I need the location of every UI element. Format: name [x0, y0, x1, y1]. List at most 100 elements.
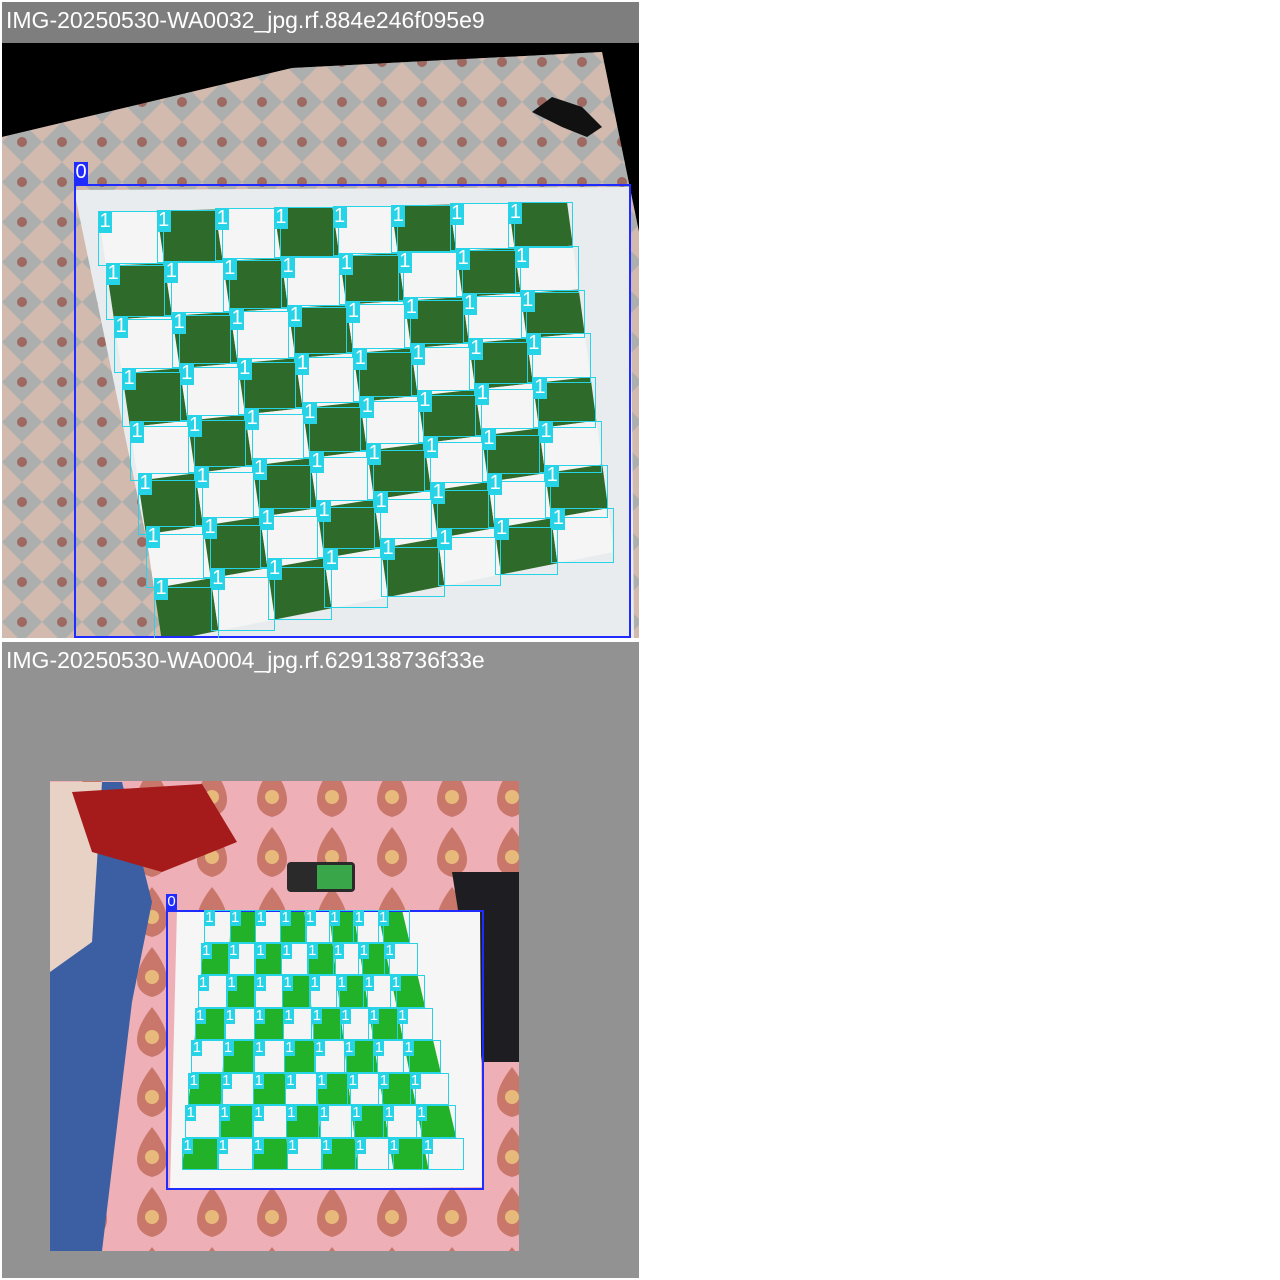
- board-square: [138, 473, 204, 535]
- square-bounding-box: [545, 464, 609, 519]
- square-bounding-box: [367, 443, 432, 500]
- square-class-label: 1: [191, 1039, 203, 1056]
- square-class-label: 1: [220, 1071, 232, 1089]
- board-square: [539, 420, 603, 474]
- board-square: [267, 558, 332, 620]
- square-bounding-box: [360, 395, 425, 451]
- board-square: [417, 389, 482, 444]
- square-class-label: 1: [508, 201, 523, 224]
- square-class-label: 1: [253, 1039, 265, 1056]
- board-square: [179, 363, 246, 421]
- square-bounding-box: [224, 1007, 255, 1040]
- square-class-label: 1: [409, 1071, 421, 1089]
- square-bounding-box: [353, 348, 418, 402]
- square-class-label: 1: [280, 909, 292, 926]
- square-class-label: 1: [226, 974, 238, 991]
- square-bounding-box: [203, 910, 232, 943]
- square-class-label: 1: [187, 413, 202, 437]
- square-bounding-box: [378, 1072, 416, 1105]
- square-bounding-box: [332, 205, 398, 256]
- square-class-label: 1: [551, 507, 566, 531]
- board-square: [172, 312, 238, 369]
- square-bounding-box: [302, 402, 368, 459]
- square-bounding-box: [403, 1040, 441, 1073]
- square-class-label: 1: [373, 1039, 385, 1056]
- square-class-label: 1: [437, 527, 452, 551]
- square-bounding-box: [230, 308, 296, 364]
- square-bounding-box: [417, 389, 482, 444]
- board-square: [324, 548, 388, 609]
- board-square: [494, 518, 558, 575]
- photo-chessboard-2: [50, 781, 519, 1251]
- square-class-label: 1: [336, 974, 348, 991]
- square-bounding-box: [164, 260, 231, 316]
- square-class-label: 1: [368, 1006, 380, 1024]
- square-bounding-box: [354, 1137, 394, 1170]
- square-bounding-box: [374, 490, 438, 549]
- board-square: [252, 458, 318, 517]
- board-square: [222, 258, 289, 312]
- square-bounding-box: [456, 248, 521, 297]
- square-class-label: 1: [415, 1104, 427, 1121]
- square-class-label: 1: [295, 352, 310, 376]
- board-class-label: 0: [74, 161, 88, 184]
- square-bounding-box: [182, 1137, 220, 1170]
- board-square: [156, 209, 223, 264]
- square-bounding-box: [373, 1040, 410, 1073]
- square-bounding-box: [328, 910, 359, 943]
- square-class-label: 1: [354, 1136, 366, 1154]
- square-bounding-box: [217, 1137, 253, 1170]
- board-square: [367, 443, 432, 500]
- square-class-label: 1: [360, 394, 375, 418]
- square-class-label: 1: [98, 209, 112, 233]
- square-bounding-box: [494, 518, 558, 575]
- square-bounding-box: [197, 975, 228, 1008]
- square-class-label: 1: [332, 204, 347, 228]
- board-square: [106, 263, 173, 320]
- square-bounding-box: [146, 525, 211, 589]
- square-bounding-box: [130, 420, 196, 481]
- square-class-label: 1: [267, 557, 282, 581]
- square-class-label: 1: [309, 974, 321, 991]
- board-square: [508, 202, 573, 249]
- square-class-label: 1: [200, 941, 212, 959]
- square-bounding-box: [384, 942, 418, 975]
- square-bounding-box: [245, 408, 310, 466]
- square-bounding-box: [468, 338, 533, 390]
- square-class-label: 1: [431, 481, 446, 504]
- square-bounding-box: [286, 1137, 323, 1170]
- board-square: [295, 353, 361, 409]
- board-square: [481, 428, 546, 482]
- square-bounding-box: [267, 558, 332, 620]
- square-bounding-box: [282, 975, 312, 1008]
- square-class-label: 1: [317, 498, 332, 522]
- board-square: [353, 348, 418, 402]
- square-bounding-box: [350, 1105, 389, 1138]
- square-bounding-box: [191, 1040, 225, 1073]
- square-bounding-box: [222, 1040, 255, 1073]
- square-class-label: 1: [281, 941, 293, 959]
- square-bounding-box: [280, 910, 307, 943]
- square-class-label: 1: [449, 202, 464, 226]
- square-class-label: 1: [254, 941, 266, 959]
- square-class-label: 1: [378, 1071, 390, 1089]
- square-class-label: 1: [203, 516, 218, 539]
- square-bounding-box: [514, 245, 579, 294]
- image-filename: IMG-20250530-WA0004_jpg.rf.629138736f33e: [6, 647, 485, 673]
- square-bounding-box: [138, 473, 204, 535]
- square-class-label: 1: [424, 434, 439, 458]
- board-square: [273, 207, 340, 259]
- square-bounding-box: [381, 538, 445, 597]
- square-bounding-box: [475, 383, 540, 436]
- square-class-label: 1: [285, 1104, 297, 1121]
- square-class-label: 1: [306, 941, 318, 959]
- square-class-label: 1: [346, 299, 361, 323]
- square-class-label: 1: [488, 472, 503, 496]
- board-square: [215, 208, 282, 261]
- square-class-label: 1: [539, 419, 554, 443]
- square-class-label: 1: [532, 376, 547, 399]
- square-class-label: 1: [154, 577, 168, 601]
- square-class-label: 1: [146, 524, 160, 548]
- board-square: [514, 245, 579, 294]
- board-square: [551, 508, 614, 564]
